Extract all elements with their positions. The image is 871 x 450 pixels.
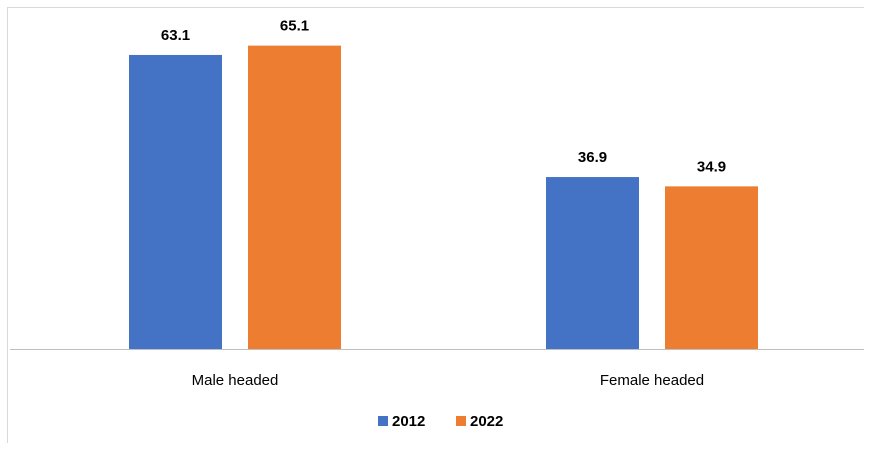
bar-2012-1 [546,177,639,349]
bar-2022-0 [248,45,341,349]
data-label: 34.9 [697,158,726,175]
legend-label-2012: 2012 [392,413,425,430]
category-label: Female headed [600,372,704,389]
bar-2012-0 [129,54,222,349]
chart-frame [7,7,864,443]
legend-label-2022: 2022 [470,413,503,430]
data-label: 36.9 [578,149,607,166]
legend: 2012 2022 [378,413,503,430]
bar-2022-1 [665,186,758,349]
category-label: Male headed [192,372,279,389]
legend-swatch-2012 [378,416,388,426]
bars-group [129,45,758,349]
data-labels-group: 63.1 65.1 36.9 34.9 [161,18,726,176]
legend-swatch-2022 [456,416,466,426]
data-label: 63.1 [161,27,190,44]
category-labels-group: Male headed Female headed [192,372,704,389]
data-label: 65.1 [280,18,309,35]
